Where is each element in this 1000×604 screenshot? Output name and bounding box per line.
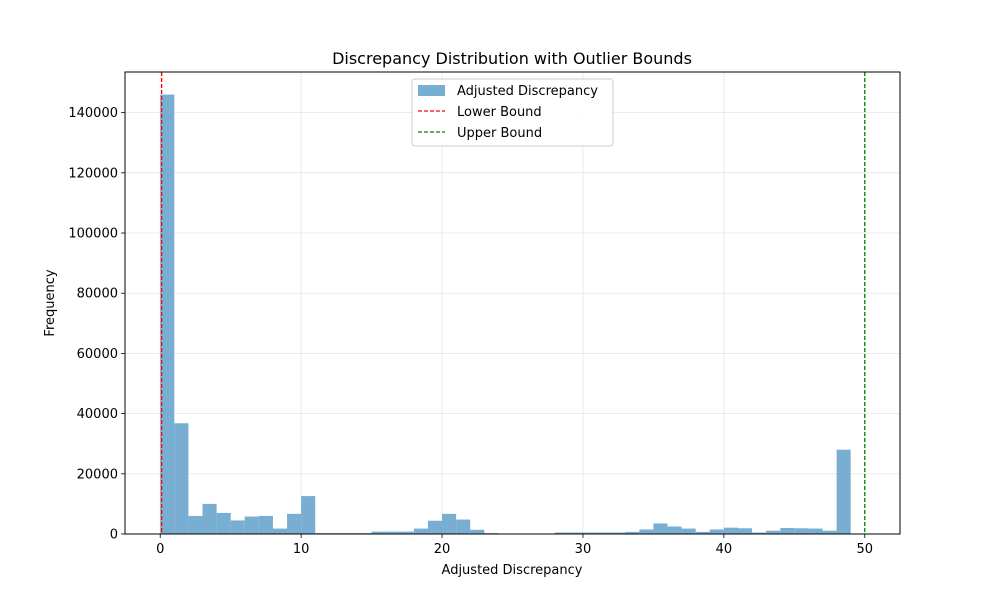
histogram-bar: [752, 532, 767, 534]
histogram-bar: [695, 531, 710, 534]
histogram-bar: [399, 531, 414, 534]
histogram-bar: [230, 520, 245, 534]
y-axis-label: Frequency: [43, 269, 58, 336]
legend-swatch-adjusted-discrepancy: [418, 85, 445, 96]
histogram-bar: [413, 528, 428, 534]
histogram-bar: [766, 530, 781, 534]
plot-frame: [124, 71, 901, 535]
x-axis-label: Adjusted Discrepancy: [442, 563, 583, 578]
chart-title: Discrepancy Distribution with Outlier Bo…: [332, 49, 692, 68]
y-tick-label: 140000: [68, 106, 118, 121]
histogram-bar: [808, 528, 823, 534]
x-tick-label: 40: [716, 542, 733, 557]
y-axis-ticks: 0 20000 40000 60000 80000 100000 120000 140000: [68, 106, 125, 543]
y-tick-label: 80000: [77, 287, 118, 302]
histogram-bar: [188, 515, 203, 534]
histogram-bar: [287, 513, 302, 534]
histogram-bar: [709, 529, 724, 534]
y-tick-label: 120000: [68, 166, 118, 181]
histogram-bar: [470, 529, 485, 534]
histogram-bar: [554, 532, 569, 534]
bound-lines: [160, 72, 866, 534]
histogram-bar: [371, 531, 386, 534]
histogram-bar: [639, 529, 654, 534]
x-tick-label: 20: [434, 542, 451, 557]
legend-box: [411, 78, 614, 147]
histogram-bar: [427, 520, 443, 534]
legend-label-lower-bound: Lower Bound: [457, 105, 542, 120]
histogram-bar: [216, 512, 231, 534]
histogram-bar: [625, 531, 640, 534]
histogram-bar: [568, 532, 583, 534]
y-tick-label: 0: [110, 528, 118, 543]
histogram-bar: [681, 528, 696, 534]
histogram-bar: [244, 516, 259, 534]
histogram-bar: [202, 503, 217, 534]
histogram-bar: [272, 528, 288, 534]
histogram-bar: [723, 527, 738, 534]
histogram-bar: [301, 496, 316, 534]
histogram-bars: [160, 94, 851, 534]
histogram-bar: [822, 530, 837, 534]
legend: Adjusted Discrepancy Lower Bound Upper B…: [411, 78, 614, 147]
y-tick-label: 60000: [77, 347, 118, 362]
histogram-bar: [780, 527, 795, 534]
histogram-bar: [653, 523, 668, 534]
histogram-bar: [836, 449, 851, 534]
legend-label-adjusted-discrepancy: Adjusted Discrepancy: [457, 84, 598, 99]
y-tick-label: 20000: [77, 467, 118, 482]
histogram-bar: [794, 528, 809, 534]
y-tick-label: 40000: [77, 407, 118, 422]
histogram-bar: [582, 532, 598, 534]
histogram-bar: [442, 513, 457, 534]
x-tick-label: 30: [575, 542, 592, 557]
histogram-bar: [667, 526, 682, 534]
histogram-bar: [258, 515, 273, 534]
legend-label-upper-bound: Upper Bound: [457, 126, 542, 141]
histogram-bar: [385, 531, 400, 534]
x-tick-label: 0: [156, 542, 164, 557]
x-tick-label: 10: [293, 542, 310, 557]
histogram-bar: [737, 528, 753, 534]
histogram-bar: [597, 532, 612, 534]
x-tick-label: 50: [856, 542, 873, 557]
y-tick-label: 100000: [68, 227, 118, 242]
histogram-bar: [456, 519, 471, 534]
histogram-bar: [174, 423, 189, 534]
histogram-bar: [611, 532, 626, 534]
histogram-bar: [160, 94, 175, 534]
x-axis-ticks: 0 10 20 30 40 50: [156, 534, 873, 557]
